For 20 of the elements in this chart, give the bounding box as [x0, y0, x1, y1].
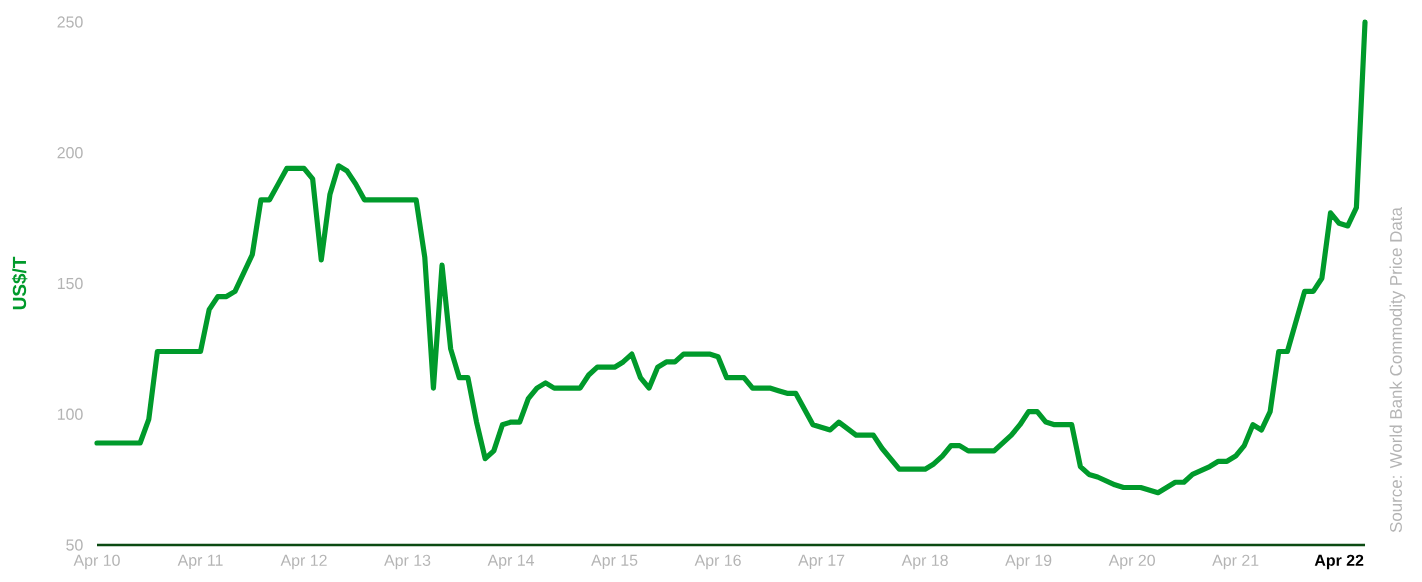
x-tick-label: Apr 20: [1108, 554, 1155, 570]
x-tick-label: Apr 16: [694, 554, 741, 570]
y-tick-label: 250: [57, 16, 83, 28]
x-tick-label: Apr 21: [1212, 554, 1259, 570]
x-tick-label: Apr 13: [384, 554, 431, 570]
source-note: Source: World Bank Commodity Price Data: [1389, 207, 1406, 533]
x-tick-label: Apr 18: [901, 554, 948, 570]
x-tick-label: Apr 22: [1314, 554, 1364, 570]
x-tick-label: Apr 14: [487, 554, 535, 569]
y-tick-label: 50: [66, 539, 83, 551]
x-tick-label: Apr 11: [177, 554, 223, 569]
y-tick-label: 150: [57, 277, 83, 290]
x-tick-label: Apr 19: [1005, 554, 1052, 570]
y-tick-label: 100: [57, 408, 83, 420]
x-tick-label: Apr 10: [73, 554, 120, 570]
y-axis-title: US$/T: [11, 256, 28, 310]
x-tick-label: Apr 15: [591, 554, 638, 569]
x-tick-label: Apr 12: [280, 554, 327, 570]
x-tick-label: Apr 17: [798, 554, 845, 569]
y-tick-label: 200: [57, 147, 83, 159]
